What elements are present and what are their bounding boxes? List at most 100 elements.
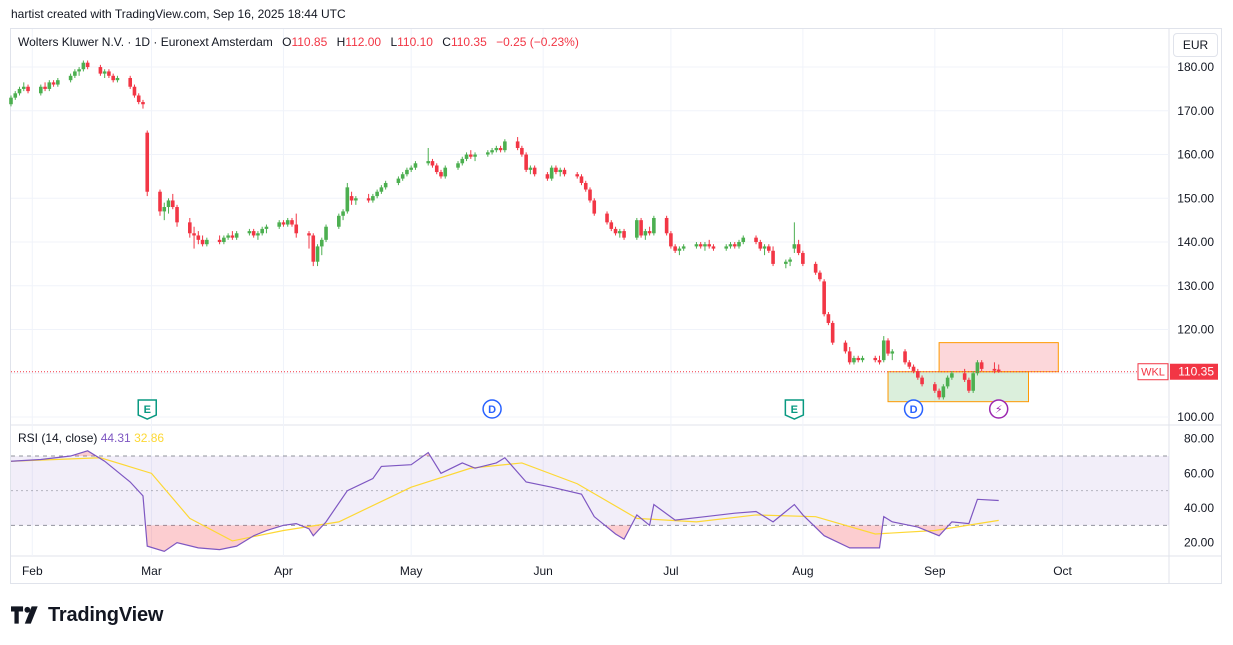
time-tick-label: Mar [141,564,162,578]
candle-body [349,196,354,201]
candle-body [405,169,409,175]
candle-body [877,360,882,363]
candle-body [473,154,477,157]
candle-body [771,250,775,264]
candle-body [792,244,797,249]
candle-body [145,132,150,192]
candle-body [796,244,801,253]
split-marker-label: ⚡ [995,404,1003,416]
candle-body [26,86,30,92]
candle-body [371,196,375,201]
candle-body [911,366,916,372]
low-label: L [390,35,398,49]
candle-body [681,246,686,249]
candle-body [77,69,81,72]
candle-body [575,174,580,177]
candle-body [166,200,171,208]
candle-body [724,246,729,249]
dividend-marker [482,399,502,419]
candle-body [707,244,712,247]
time-tick-label: Feb [22,564,43,578]
candle-body [136,95,141,103]
ticker-tag: WKL [1141,367,1165,379]
candle-body [413,163,418,168]
candle-body [545,174,550,179]
candle-body [111,75,115,81]
candle-body [85,62,90,68]
time-tick-label: Jul [663,564,678,578]
symbol-title: Wolters Kluwer N.V. · 1D · Euronext Amst… [18,35,273,49]
candle-body [801,252,805,264]
candle-body [754,237,758,243]
candle-body [562,169,567,175]
candle-body [528,167,533,170]
candle-body [434,165,439,173]
rsi-line [10,450,999,552]
high-value: 112.00 [345,35,382,49]
candle-body [222,237,226,243]
candle-body [39,86,43,94]
candle-body [98,67,103,74]
candle-body [856,357,861,361]
dividend-marker-label: D [910,404,918,416]
last-price-tag-box [1170,363,1218,380]
candle-body [822,281,826,315]
candle-body [933,384,937,391]
candle-body [460,158,465,164]
candle-body [341,211,345,216]
rsi-legend: RSI (14, close) 44.31 32.86 [18,431,164,445]
candle-body [102,71,107,74]
candle-body [128,77,133,87]
candle-body [230,235,235,238]
candle-body [311,235,316,262]
candle-body [345,187,350,212]
candle-body [549,167,554,179]
tradingview-logo[interactable]: TradingView [11,602,163,628]
candle-body [903,351,907,363]
rsi-ma-value: 32.86 [134,431,165,445]
price-tick-label: 140.00 [1177,235,1214,249]
candle-body [635,220,639,238]
rsi-value: 44.31 [100,431,131,445]
candle-body [886,340,890,354]
candle-body [613,228,618,234]
candle-body [843,342,848,352]
time-tick-label: Jun [533,564,552,578]
candle-body [762,246,767,249]
time-tick-label: Aug [792,564,813,578]
candle-body [767,246,771,251]
candle-body [379,187,384,192]
candle-body [468,154,473,157]
candle-body [56,80,60,85]
candle-body [324,226,328,240]
earnings-marker [137,399,157,420]
candle-body [907,362,912,367]
candle-body [175,207,179,223]
rsi-tick-label: 60.00 [1184,466,1214,480]
candle-body [205,239,209,245]
candle-body [860,357,865,361]
currency-selector[interactable]: EUR [1173,33,1218,57]
candle-body [916,371,920,378]
candle-body [81,62,86,70]
candle-body [979,362,984,369]
symbol-legend: Wolters Kluwer N.V. · 1D · Euronext Amst… [18,35,579,49]
candle-body [426,161,431,164]
candle-body [319,239,324,247]
price-tick-label: 120.00 [1177,323,1214,337]
candle-body [669,233,673,247]
candle-body [226,235,230,238]
candle-body [605,213,609,223]
candle-body [941,386,946,398]
candle-body [515,141,520,148]
candle-body [158,191,162,212]
candle-body [315,246,320,262]
candle-body [962,373,967,380]
candle-body [107,71,111,76]
support-zone-box [887,371,1030,403]
candle-body [337,215,341,227]
candle-body [758,242,763,249]
candle-body [532,167,537,175]
candle-body [294,224,299,234]
